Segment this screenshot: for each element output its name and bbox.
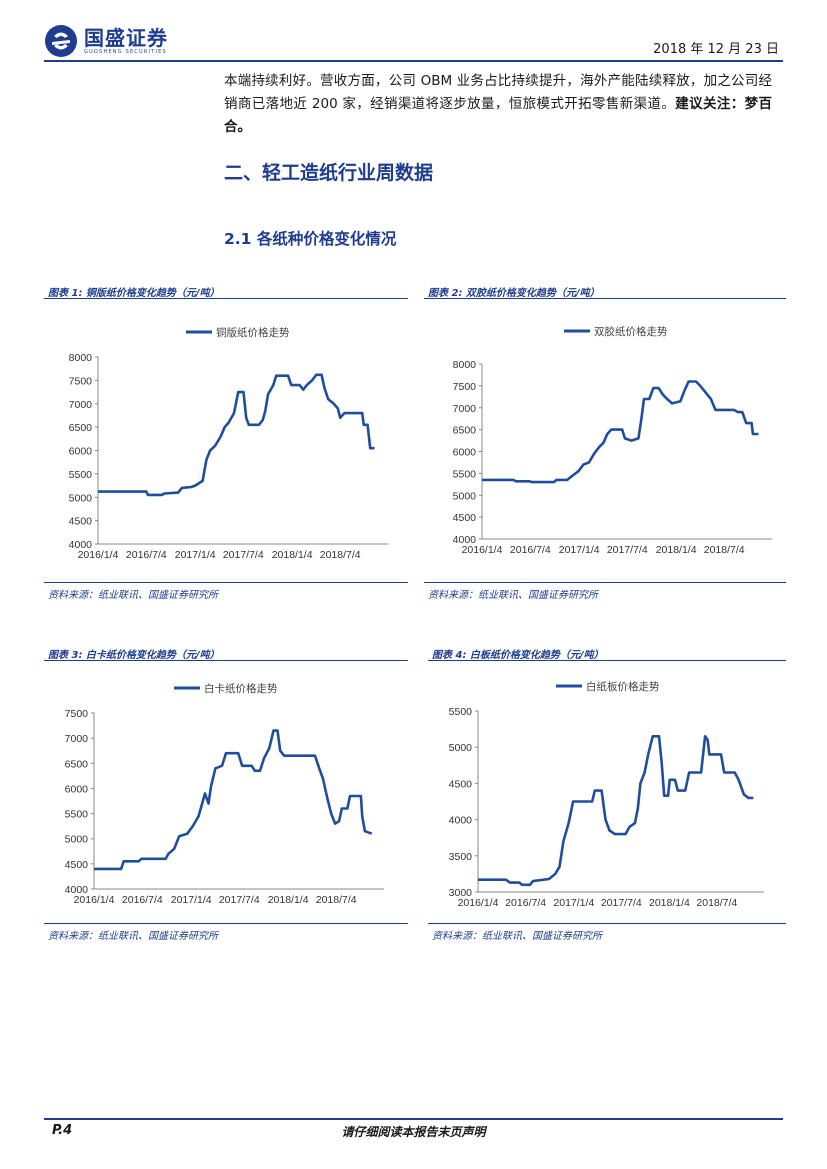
y-tick-label: 6500 <box>65 758 89 770</box>
x-tick-label: 2016/1/4 <box>78 549 119 561</box>
header-divider <box>44 60 783 62</box>
report-date: 2018 年 12 月 23 日 <box>653 42 779 57</box>
x-tick-label: 2018/7/4 <box>696 897 737 909</box>
figure-bottom-rule-1 <box>44 582 408 583</box>
y-tick-label: 7500 <box>69 375 93 387</box>
x-tick-label: 2018/1/4 <box>649 897 690 909</box>
x-tick-label: 2018/1/4 <box>272 549 313 561</box>
figure-caption-3: 图表 3: 白卡纸价格变化趋势（元/吨） <box>48 650 220 661</box>
logo-icon <box>45 25 77 57</box>
x-tick-label: 2017/7/4 <box>219 894 260 906</box>
y-tick-label: 5000 <box>65 834 89 846</box>
y-tick-label: 4000 <box>449 815 473 827</box>
x-tick-label: 2017/7/4 <box>607 544 648 556</box>
figure-bottom-rule-3 <box>44 923 408 924</box>
x-tick-label: 2017/7/4 <box>223 549 264 561</box>
y-tick-label: 5500 <box>69 469 93 481</box>
y-tick-label: 6500 <box>69 422 93 434</box>
chart-ivory-board: 白卡纸价格走势 4000 4500 5000 5500 6000 6500 7000 7500 2… <box>65 682 384 906</box>
y-tick-label: 4500 <box>65 859 89 871</box>
x-tick-label: 2017/1/4 <box>559 544 600 556</box>
chart-offset-paper: 双胶纸价格走势 4000 4500 5000 5500 6000 6500 7000 7500 8… <box>453 325 772 556</box>
y-tick-label: 6000 <box>453 447 477 459</box>
y-tick-label: 8000 <box>69 352 93 364</box>
figure-source-4: 资料来源：纸业联讯、国盛证券研究所 <box>432 931 602 942</box>
x-tick-label: 2016/1/4 <box>458 897 499 909</box>
x-tick-label: 2016/1/4 <box>462 544 503 556</box>
figure-source-2: 资料来源：纸业联讯、国盛证券研究所 <box>428 590 598 601</box>
y-tick-label: 5000 <box>69 492 93 504</box>
x-tick-label: 2018/1/4 <box>656 544 697 556</box>
figure-top-rule-4 <box>428 660 786 661</box>
x-tick-label: 2018/7/4 <box>316 894 357 906</box>
x-tick-label: 2016/7/4 <box>505 897 546 909</box>
x-tick-label: 2017/1/4 <box>553 897 594 909</box>
logo-name-en: GUOSHENG SECURITIES <box>84 48 167 55</box>
legend-label: 白卡纸价格走势 <box>204 682 278 695</box>
chart-coated-paper: 铜版纸价格走势 4000 4500 5000 5500 6000 6500 7000 7500 8… <box>69 326 388 561</box>
footer-divider <box>44 1118 783 1120</box>
body-paragraph-text: 本端持续利好。营收方面，公司 OBM 业务占比持续提升，海外产能陆续释放，加之公… <box>224 73 772 112</box>
y-tick-label: 8000 <box>453 359 477 371</box>
price-series-line <box>482 380 759 484</box>
y-tick-label: 4500 <box>69 516 93 528</box>
body-paragraph-recommendation: 建议关注：梦百合。 <box>224 96 772 135</box>
price-series-line <box>478 735 754 887</box>
x-tick-label: 2017/1/4 <box>175 549 216 561</box>
body-paragraph: 本端持续利好。营收方面，公司 OBM 业务占比持续提升，海外产能陆续释放，加之公… <box>224 70 772 139</box>
figure-source-3: 资料来源：纸业联讯、国盛证券研究所 <box>48 931 218 942</box>
y-tick-label: 5000 <box>453 490 477 502</box>
y-tick-label: 7000 <box>453 403 477 415</box>
page-number: P.4 <box>52 1123 73 1138</box>
y-tick-label: 4000 <box>453 534 477 546</box>
figure-caption-4: 图表 4: 白板纸价格变化趋势（元/吨） <box>432 650 604 661</box>
y-tick-label: 6000 <box>69 446 93 458</box>
y-tick-label: 6000 <box>65 783 89 795</box>
x-tick-label: 2016/7/4 <box>510 544 551 556</box>
chart-white-board: 白纸板价格走势 3000 3500 4000 4500 5000 5500 2016/1/4 2… <box>449 680 764 909</box>
figure-source-1: 资料来源：纸业联讯、国盛证券研究所 <box>48 590 218 601</box>
figure-caption-2: 图表 2: 双胶纸价格变化趋势（元/吨） <box>428 288 600 299</box>
y-tick-label: 7000 <box>65 733 89 745</box>
figure-top-rule-1 <box>44 298 408 299</box>
x-tick-label: 2016/7/4 <box>122 894 163 906</box>
y-tick-label: 4500 <box>449 778 473 790</box>
y-tick-label: 5500 <box>453 468 477 480</box>
y-tick-label: 5500 <box>449 706 473 718</box>
y-tick-label: 3000 <box>449 887 473 899</box>
y-tick-label: 6500 <box>453 425 477 437</box>
legend-label: 双胶纸价格走势 <box>594 325 668 338</box>
y-tick-label: 3500 <box>449 851 473 863</box>
legend-label: 铜版纸价格走势 <box>216 326 290 339</box>
y-tick-label: 4000 <box>69 539 93 551</box>
y-tick-label: 4000 <box>65 884 89 896</box>
x-tick-label: 2017/1/4 <box>171 894 212 906</box>
x-tick-label: 2016/7/4 <box>126 549 167 561</box>
figure-top-rule-2 <box>424 298 786 299</box>
figure-bottom-rule-2 <box>424 582 786 583</box>
y-tick-label: 4500 <box>453 512 477 524</box>
section-title: 二、轻工造纸行业周数据 <box>224 162 434 184</box>
figure-top-rule-3 <box>44 660 408 661</box>
y-tick-label: 7500 <box>65 708 89 720</box>
price-series-line <box>94 729 373 871</box>
figure-caption-1: 图表 1: 铜版纸价格变化趋势（元/吨） <box>48 288 220 299</box>
y-tick-label: 7000 <box>69 399 93 411</box>
x-tick-label: 2016/1/4 <box>74 894 115 906</box>
disclaimer-note: 请仔细阅读本报告末页声明 <box>341 1125 486 1139</box>
y-tick-label: 7500 <box>453 381 477 393</box>
company-logo: 国盛证券 GUOSHENG SECURITIES <box>44 24 168 58</box>
x-tick-label: 2018/7/4 <box>704 544 745 556</box>
logo-name-cn: 国盛证券 <box>84 25 168 50</box>
x-tick-label: 2018/1/4 <box>268 894 309 906</box>
price-series-line <box>98 373 375 497</box>
x-tick-label: 2018/7/4 <box>320 549 361 561</box>
y-tick-label: 5500 <box>65 809 89 821</box>
figure-bottom-rule-4 <box>428 923 786 924</box>
x-tick-label: 2017/7/4 <box>601 897 642 909</box>
subsection-title: 2.1 各纸种价格变化情况 <box>224 230 397 248</box>
y-tick-label: 5000 <box>449 742 473 754</box>
legend-label: 白纸板价格走势 <box>586 680 660 693</box>
